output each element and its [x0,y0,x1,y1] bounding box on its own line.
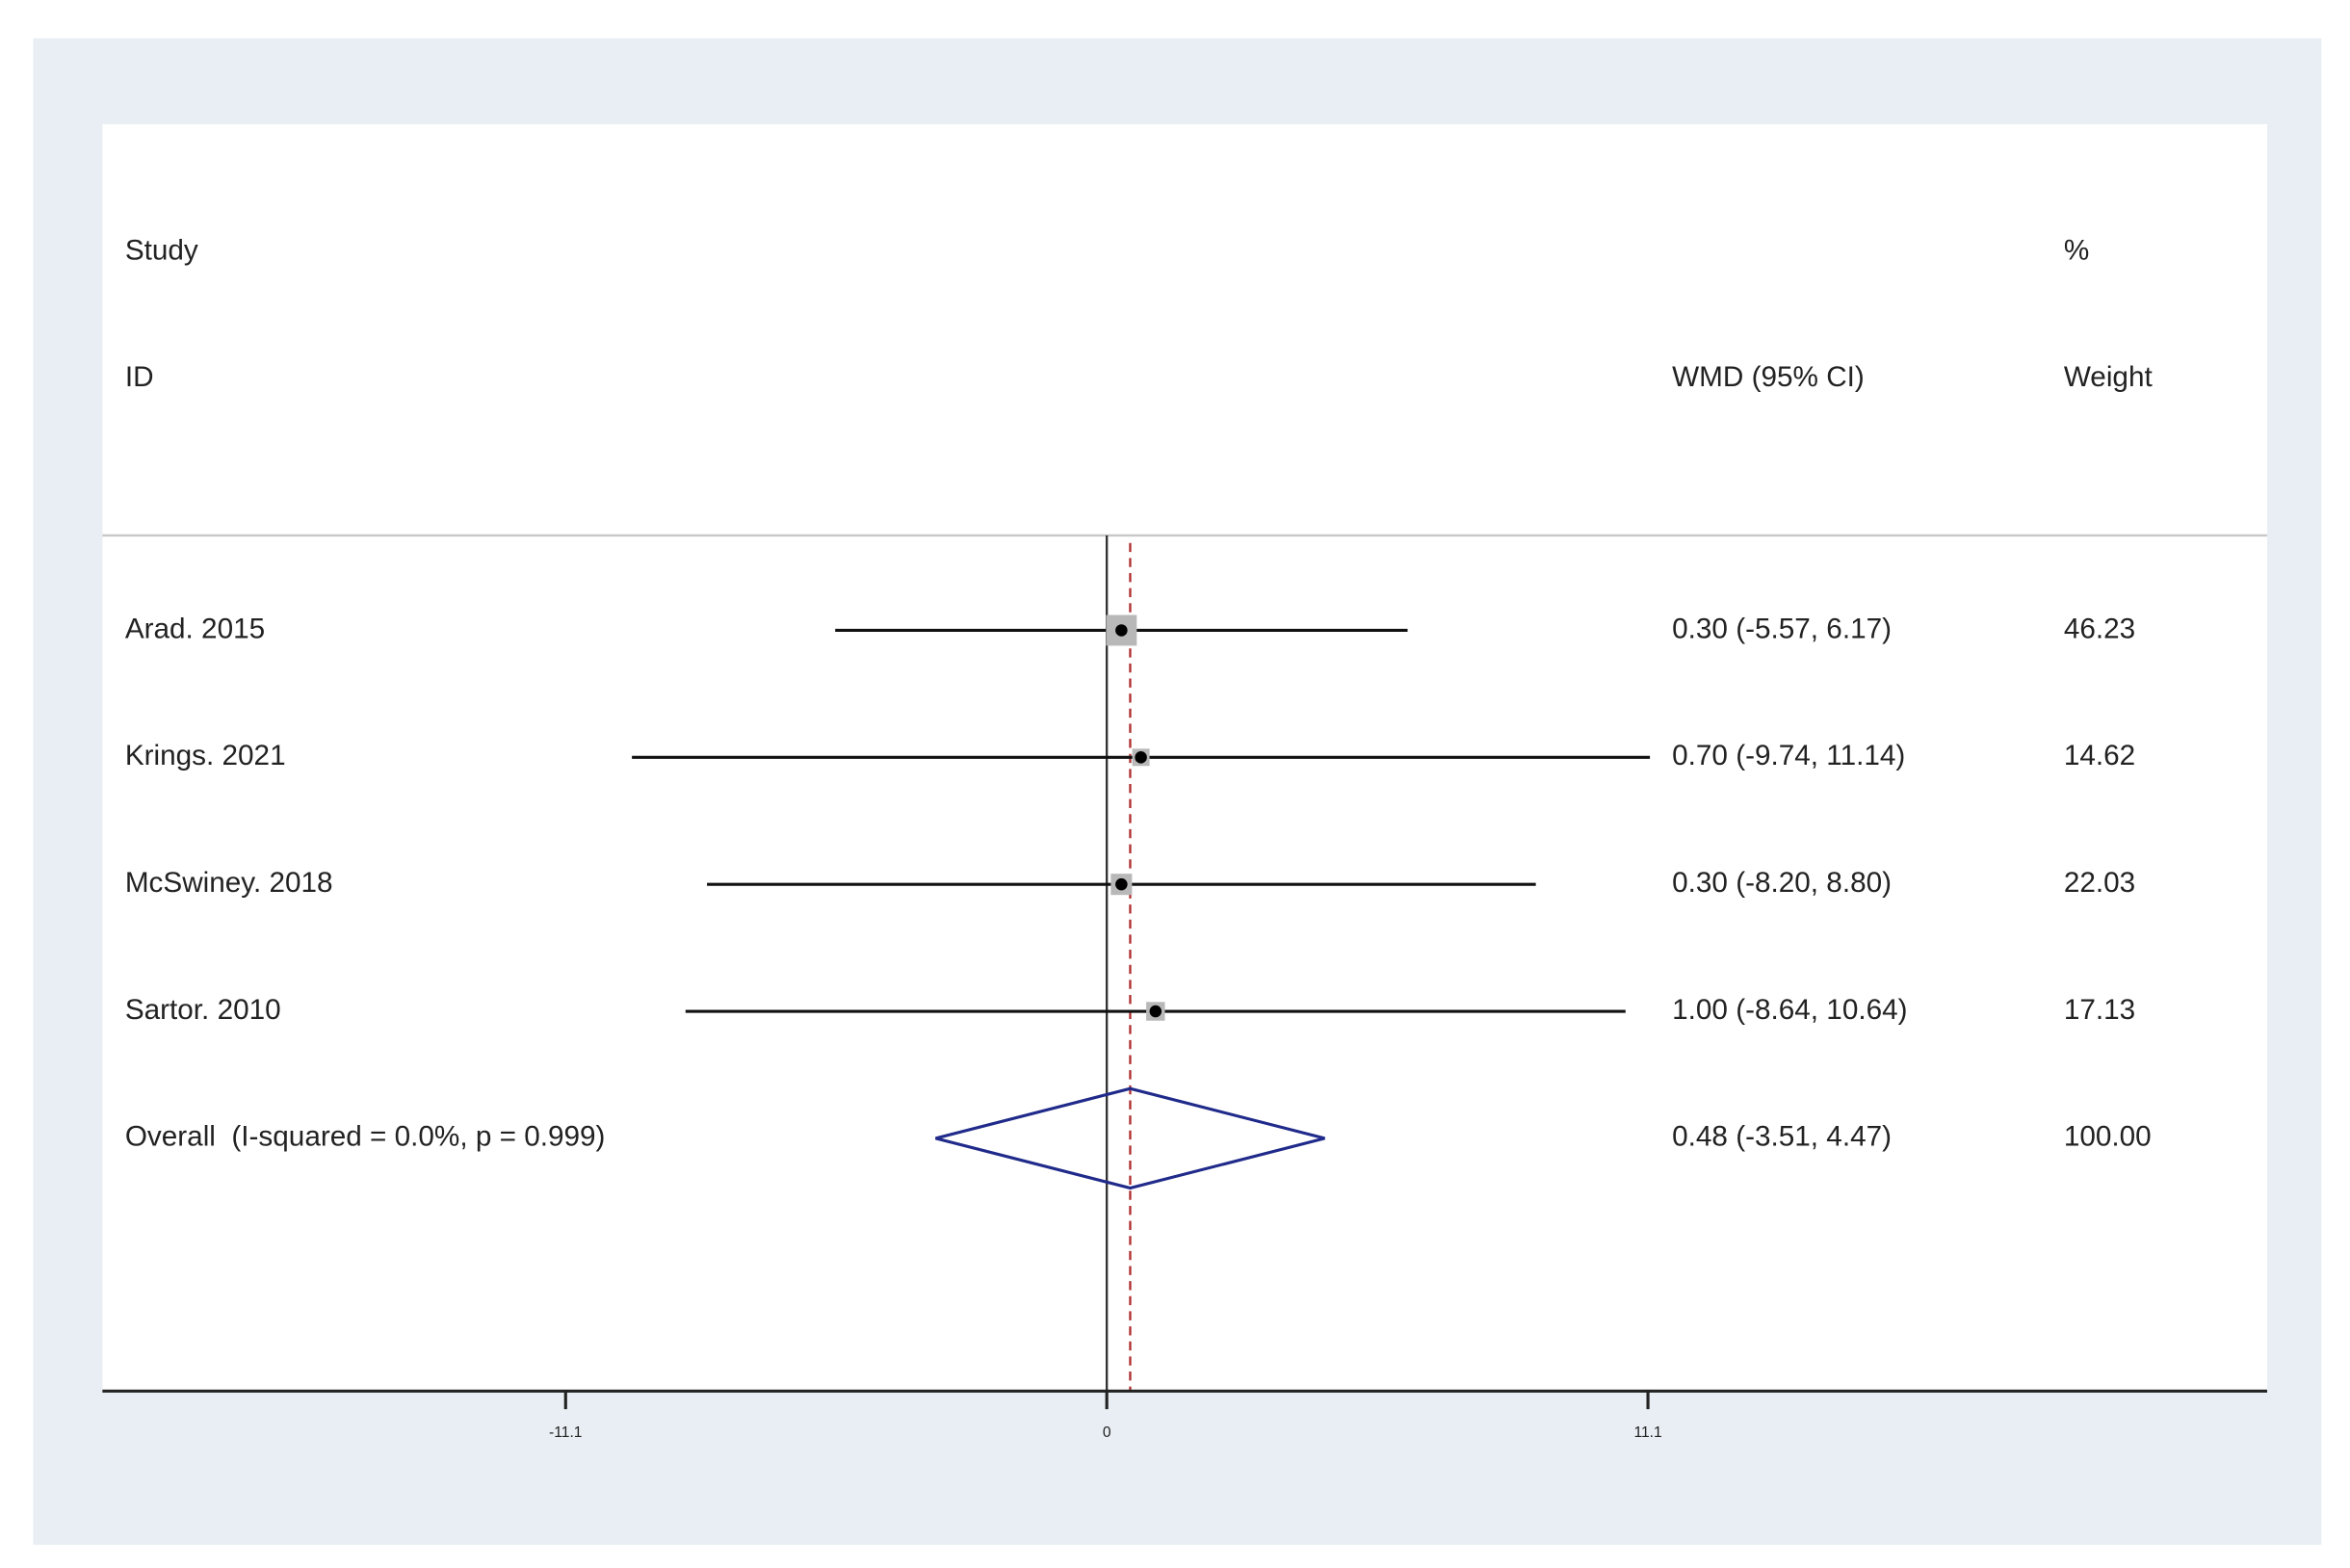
point-estimate [1149,1005,1162,1018]
study-label: Arad. 2015 [125,613,265,644]
weight-label: 100.00 [2064,1121,2152,1153]
header-weight-pct: % [2064,235,2089,267]
header-weight: Weight [2064,361,2154,393]
x-tick-label: 11.1 [1633,1424,1661,1441]
weight-label: 14.62 [2064,740,2135,771]
point-estimate [1115,877,1128,891]
ci-label: 0.30 (-5.57, 6.17) [1672,613,1892,644]
ci-label: 1.00 (-8.64, 10.64) [1672,994,1907,1026]
study-label: Krings. 2021 [125,740,286,771]
header-id: ID [125,361,154,393]
weight-label: 17.13 [2064,994,2135,1026]
point-estimate [1135,751,1147,764]
point-estimate [1115,624,1128,637]
x-tick-label: -11.1 [549,1424,582,1441]
overall-diamond [935,1086,1325,1190]
header-study: Study [125,235,198,267]
header-ci: WMD (95% CI) [1672,361,1865,393]
ci-label: 0.70 (-9.74, 11.14) [1672,740,1905,771]
x-tick-label: 0 [1103,1424,1111,1441]
study-label: McSwiney. 2018 [125,867,333,899]
weight-label: 22.03 [2064,867,2135,899]
weight-label: 46.23 [2064,613,2135,644]
ci-label: 0.30 (-8.20, 8.80) [1672,867,1892,899]
overall-label: Overall (I-squared = 0.0%, p = 0.999) [125,1121,606,1153]
study-label: Sartor. 2010 [125,994,281,1026]
ci-label: 0.48 (-3.51, 4.47) [1672,1121,1892,1153]
